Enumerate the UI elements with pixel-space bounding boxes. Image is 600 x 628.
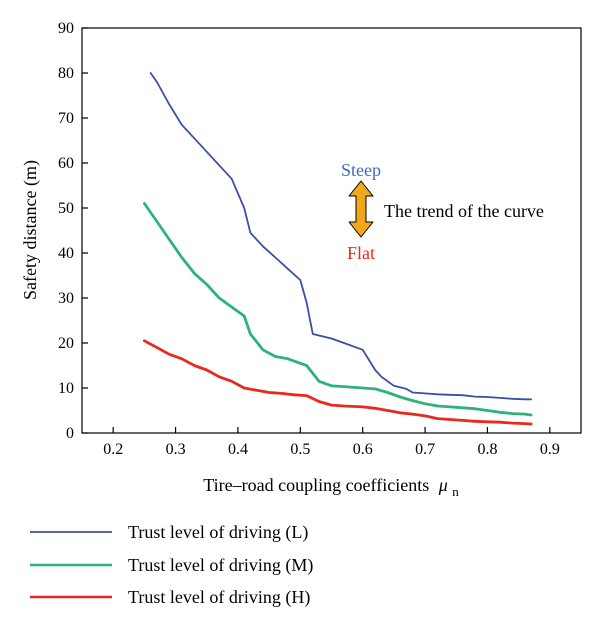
x-tick-label: 0.5 (290, 441, 310, 458)
x-tick-label: 0.6 (353, 441, 373, 458)
y-tick-label: 90 (58, 20, 74, 37)
legend: Trust level of driving (L) Trust level o… (30, 522, 313, 608)
y-tick-label: 30 (58, 290, 74, 307)
y-tick-label: 20 (58, 335, 74, 352)
annotation-trend: The trend of the curve (384, 201, 544, 221)
y-tick-label: 40 (58, 245, 74, 262)
legend-label-l: Trust level of driving (L) (128, 522, 308, 543)
x-axis: 0.2 0.3 0.4 0.5 0.6 0.7 0.8 0.9 (103, 427, 560, 458)
y-tick-label: 80 (58, 65, 74, 82)
x-axis-title-text: Tire–road coupling coefficients (203, 475, 429, 495)
x-tick-label: 0.3 (166, 441, 186, 458)
x-tick-label: 0.7 (415, 441, 435, 458)
series-line-l (149, 72, 532, 401)
y-tick-label: 60 (58, 155, 74, 172)
x-axis-title: Tire–road coupling coefficients μ n (203, 475, 459, 499)
y-axis-title: Safety distance (m) (20, 160, 41, 300)
double-arrow-icon (348, 180, 374, 238)
x-tick-label: 0.8 (477, 441, 497, 458)
x-tick-label: 0.4 (228, 441, 248, 458)
x-axis-title-subscript: n (452, 484, 459, 499)
annotation-flat: Flat (347, 243, 375, 263)
legend-label-h: Trust level of driving (H) (128, 587, 310, 608)
x-tick-label: 0.9 (540, 441, 560, 458)
y-tick-label: 50 (58, 200, 74, 217)
series-line-m (142, 202, 533, 417)
x-tick-label: 0.2 (103, 441, 123, 458)
series-line-h (142, 339, 533, 426)
plot-frame (81, 27, 582, 434)
legend-label-m: Trust level of driving (M) (128, 555, 313, 576)
x-axis-title-symbol: μ (438, 475, 448, 495)
series-lines (142, 72, 533, 426)
y-axis: 0 10 20 30 40 50 60 70 80 90 (58, 20, 88, 442)
y-tick-label: 0 (66, 425, 74, 442)
annotation-steep: Steep (341, 160, 381, 180)
y-tick-label: 70 (58, 110, 74, 127)
y-tick-label: 10 (58, 380, 74, 397)
